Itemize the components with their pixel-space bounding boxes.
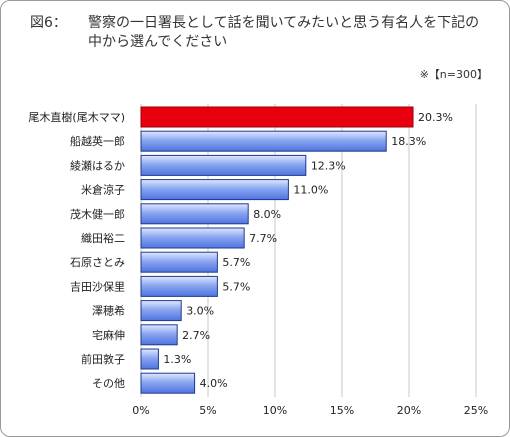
value-label: 7.7%	[249, 232, 277, 245]
value-label: 2.7%	[182, 329, 210, 342]
bar-5	[140, 227, 245, 249]
chart-title: 図6： 警察の一日署長として話を聞いてみたいと思う有名人を下記の中から選んでくだ…	[30, 14, 490, 50]
x-tick-label: 0%	[132, 404, 149, 417]
bar-7	[140, 275, 218, 297]
value-label: 11.0%	[293, 184, 328, 197]
category-label: 石原さとみ	[70, 256, 125, 269]
bar-6	[140, 251, 218, 273]
x-tick-label: 25%	[464, 404, 488, 417]
category-label: 澤穂希	[92, 304, 125, 318]
category-label: 米倉涼子	[81, 183, 125, 197]
x-axis-ticks: 0% 5% 10% 15% 20% 25%	[132, 404, 488, 417]
bar-11	[140, 372, 196, 394]
category-label: 船越英一郎	[70, 134, 125, 148]
category-label: 前田敦子	[81, 352, 125, 366]
x-tick-label: 15%	[330, 404, 354, 417]
x-tick-label: 5%	[199, 404, 216, 417]
category-label: 織田裕二	[81, 232, 125, 245]
value-label: 1.3%	[163, 353, 191, 366]
category-label: 尾木直樹(尾木ママ)	[28, 110, 125, 124]
bars	[140, 106, 414, 394]
bar-2	[140, 154, 307, 176]
value-label: 18.3%	[391, 135, 426, 148]
grid-lines	[140, 104, 477, 397]
category-label: その他	[92, 377, 125, 390]
x-tick-label: 10%	[263, 404, 287, 417]
bar-4	[140, 203, 249, 225]
value-label: 12.3%	[311, 159, 346, 172]
category-label: 茂木健一郎	[70, 207, 125, 221]
category-label: 綾瀬はるか	[70, 158, 125, 172]
x-tick-label: 20%	[397, 404, 421, 417]
value-label: 3.0%	[186, 305, 214, 318]
sample-size-note: ※【n=300】	[419, 68, 488, 81]
category-label: 宅麻伸	[92, 328, 125, 342]
bar-9	[140, 324, 178, 346]
value-label: 4.0%	[200, 377, 228, 390]
question-text: 警察の一日署長として話を聞いてみたいと思う有名人を下記の中から選んでください	[88, 15, 480, 50]
figure-number: 図6：	[30, 15, 67, 31]
value-label: 20.3%	[418, 111, 453, 124]
bar-3	[140, 179, 289, 201]
bar-10	[140, 348, 159, 370]
value-label: 5.7%	[222, 280, 250, 293]
category-labels: 尾木直樹(尾木ママ) 船越英一郎綾瀬はるか米倉涼子茂木健一郎織田裕二石原さとみ吉田…	[28, 110, 125, 390]
category-label: 吉田沙保里	[70, 279, 125, 293]
value-label: 8.0%	[253, 208, 281, 221]
bar-1	[140, 130, 387, 152]
bar-8	[140, 300, 182, 322]
value-label: 5.7%	[222, 256, 250, 269]
value-labels: 20.3% 18.3% 12.3% 11.0% 8.0% 7.7% 5.7% 5.7% 3.0%…	[163, 111, 453, 390]
bar-0	[140, 106, 414, 128]
